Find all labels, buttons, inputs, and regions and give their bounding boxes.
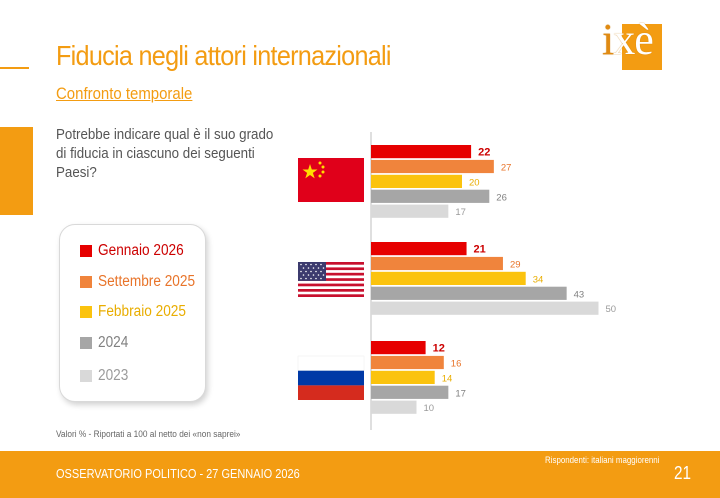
bar-value-label: 10: [424, 403, 435, 414]
bar-1-3: [371, 286, 567, 300]
legend-item-gennaio-2026: Gennaio 2026: [80, 241, 195, 261]
bar-value-label: 16: [451, 359, 462, 370]
bar-value-label: 22: [478, 147, 490, 159]
bar-1-0: [371, 242, 467, 256]
legend-item-febbraio-2025: Febbraio 2025: [80, 302, 198, 322]
legend-swatch: [80, 245, 92, 257]
header-accent-line: [0, 67, 29, 69]
ixe-logo: ixè: [600, 15, 662, 70]
legend-label: 2024: [98, 334, 129, 351]
bar-0-0: [371, 145, 472, 159]
chart-legend: Gennaio 2026 Settembre 2025 Febbraio 202…: [59, 224, 206, 402]
bar-value-label: 43: [574, 289, 585, 300]
bar-0-2: [371, 174, 462, 188]
logo-text: ixè: [602, 15, 654, 64]
usa-flag-icon: [298, 262, 364, 297]
legend-item-2023: 2023: [80, 366, 132, 386]
bar-2-0: [371, 341, 426, 355]
legend-label: Febbraio 2025: [98, 303, 186, 320]
legend-item-settembre-2025: Settembre 2025: [80, 272, 208, 292]
page-number: 21: [674, 463, 692, 483]
bar-value-label: 29: [510, 260, 521, 271]
bar-value-label: 27: [501, 163, 512, 174]
bar-2-2: [371, 370, 435, 384]
legend-swatch: [80, 337, 92, 349]
bar-value-label: 12: [433, 343, 445, 355]
russia-flag-icon: [297, 355, 365, 400]
bar-0-3: [371, 189, 490, 203]
bar-1-4: [371, 301, 599, 315]
bar-value-label: 50: [606, 304, 617, 315]
bar-0-1: [371, 159, 494, 174]
page-subtitle: Confronto temporale: [56, 84, 193, 103]
footer-bar: OSSERVATORIO POLITICO - 27 GENNAIO 2026 …: [0, 451, 720, 498]
legend-label: Gennaio 2026: [98, 242, 184, 259]
legend-label: Settembre 2025: [98, 273, 196, 290]
bar-1-1: [371, 256, 503, 271]
bar-value-label: 14: [442, 373, 453, 384]
bar-0-4: [371, 204, 449, 218]
footer-title: OSSERVATORIO POLITICO - 27 GENNAIO 2026: [56, 467, 300, 481]
legend-swatch: [80, 370, 92, 382]
legend-label: 2023: [98, 367, 129, 384]
bar-2-4: [371, 400, 417, 414]
footnote: Valori % - Riportati a 100 al netto dei …: [56, 429, 241, 439]
survey-question: Potrebbe indicare qual è il suo grado di…: [56, 127, 274, 181]
legend-swatch: [80, 276, 92, 288]
bar-value-label: 17: [455, 388, 466, 399]
bar-value-label: 26: [496, 192, 507, 203]
bar-value-label: 20: [469, 177, 480, 188]
legend-swatch: [80, 306, 92, 318]
bar-value-label: 21: [474, 244, 486, 256]
country-flags: [297, 158, 365, 400]
bar-2-1: [371, 355, 444, 370]
bar-2-3: [371, 385, 449, 399]
page-title: Fiducia negli attori internazionali: [56, 40, 392, 71]
footer-respondents: Rispondenti: italiani maggiorenni: [545, 455, 660, 465]
bar-value-label: 34: [533, 274, 544, 285]
legend-item-2024: 2024: [80, 333, 132, 353]
bar-value-label: 17: [455, 207, 466, 218]
logo-background: [622, 24, 662, 70]
bar-1-2: [371, 271, 526, 285]
side-accent-block: [0, 127, 33, 215]
china-flag-big-star: [302, 164, 318, 179]
china-flag-icon: [298, 158, 364, 202]
